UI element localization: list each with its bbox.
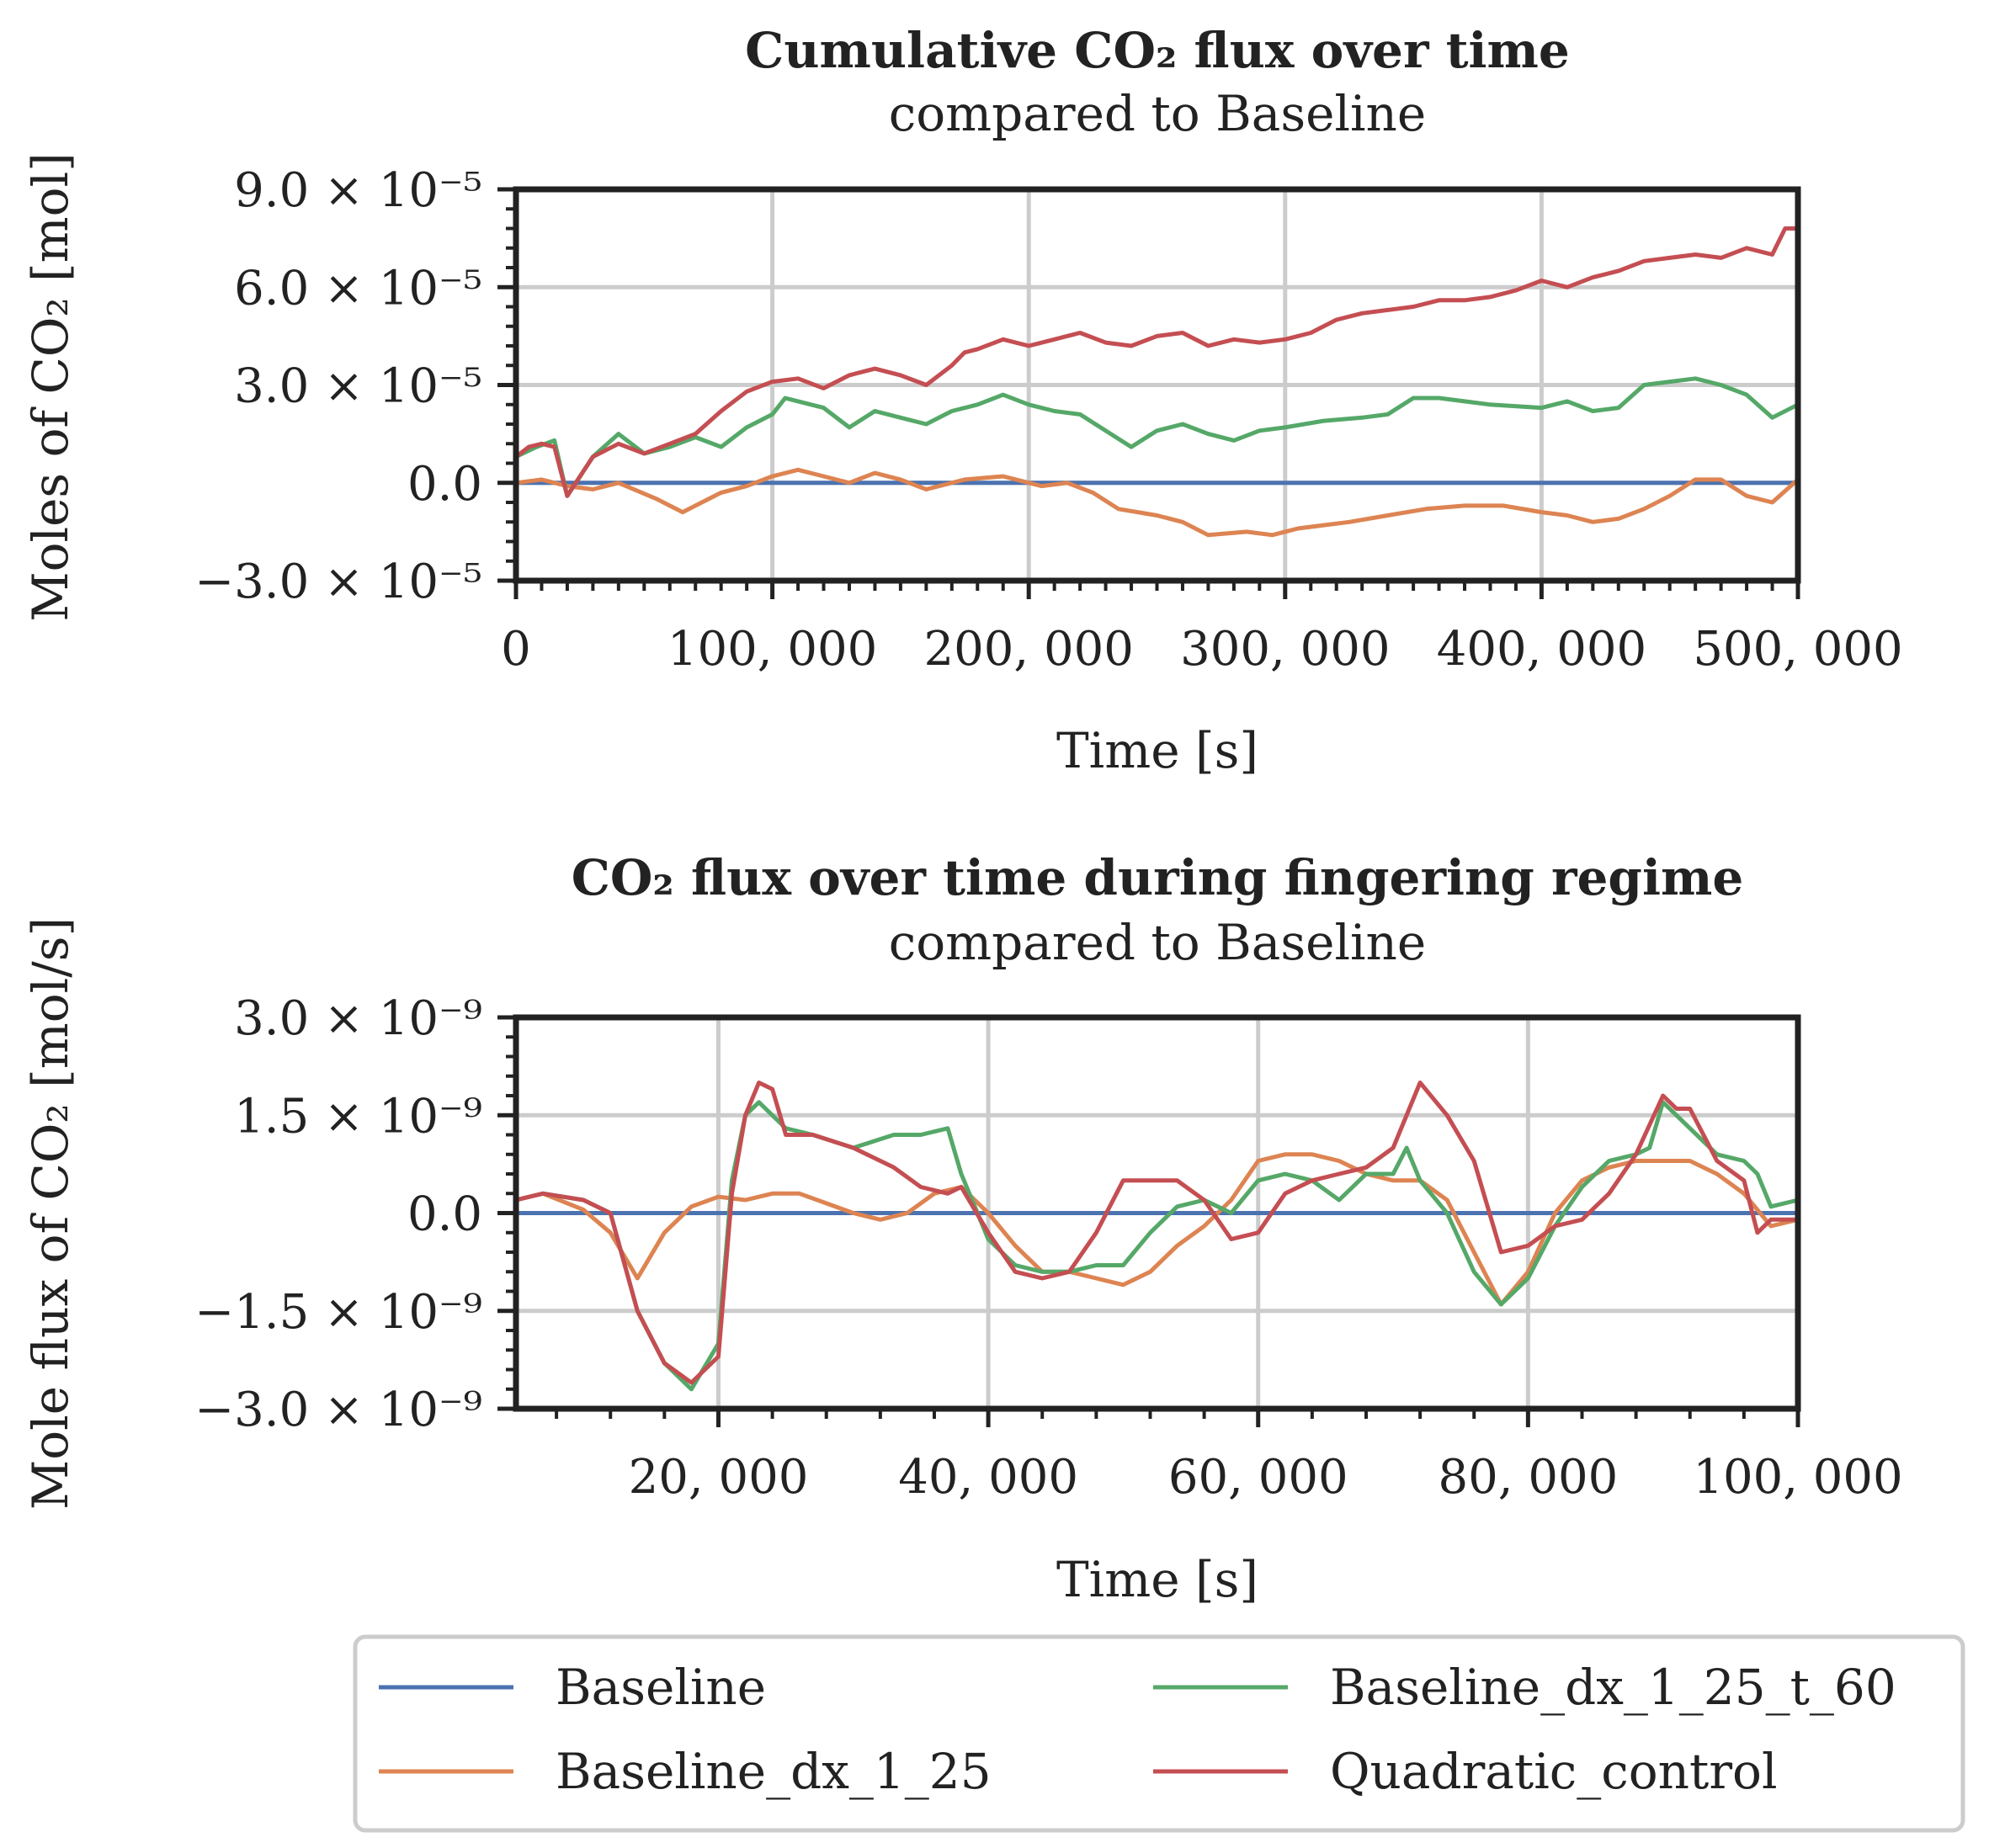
x-tick-label: 200, 000 bbox=[924, 622, 1134, 677]
x-tick-label: 100, 000 bbox=[667, 622, 877, 677]
x-tick-label: 0 bbox=[501, 622, 531, 677]
legend-box bbox=[353, 1634, 1965, 1833]
legend-label-quadratic-control: Quadratic_control bbox=[1330, 1743, 1778, 1800]
chart-subtitle: compared to Baseline bbox=[889, 914, 1426, 971]
y-tick-label: −3.0 × 10⁻⁹ bbox=[194, 1383, 482, 1437]
legend: Baseline Baseline_dx_1_25 Baseline_dx_1_… bbox=[353, 1634, 1965, 1833]
series-line-quadratic-control bbox=[514, 226, 1798, 498]
y-axis-label: Moles of CO₂ [mol] bbox=[22, 152, 79, 622]
x-tick-label: 60, 000 bbox=[1168, 1450, 1348, 1505]
chart-title: CO₂ flux over time during fingering regi… bbox=[572, 849, 1744, 906]
y-tick-label: 6.0 × 10⁻⁵ bbox=[234, 261, 482, 316]
y-tick-label: −1.5 × 10⁻⁹ bbox=[194, 1285, 482, 1340]
legend-label-baseline-dx-1-25: Baseline_dx_1_25 bbox=[556, 1743, 992, 1800]
x-tick-label: 80, 000 bbox=[1438, 1450, 1618, 1505]
cumulative-flux-chart: Cumulative CO₂ flux over time compared t… bbox=[22, 22, 1903, 779]
y-tick-label: 0.0 bbox=[407, 457, 482, 512]
y-tick-label: 1.5 × 10⁻⁹ bbox=[234, 1089, 482, 1144]
y-tick-label: 3.0 × 10⁻⁵ bbox=[234, 359, 482, 414]
x-tick-label: 40, 000 bbox=[898, 1450, 1078, 1505]
x-tick-label: 300, 000 bbox=[1180, 622, 1390, 677]
chart-subtitle: compared to Baseline bbox=[889, 85, 1426, 142]
x-axis-label: Time [s] bbox=[1056, 1551, 1258, 1608]
y-tick-label: 9.0 × 10⁻⁵ bbox=[234, 163, 482, 218]
x-tick-label: 500, 000 bbox=[1693, 622, 1902, 677]
series-line-baseline-dx-1-25 bbox=[515, 467, 1800, 538]
chart-title: Cumulative CO₂ flux over time bbox=[745, 22, 1570, 79]
legend-label-baseline-dx-1-25-t-60: Baseline_dx_1_25_t_60 bbox=[1330, 1659, 1896, 1716]
y-tick-label: 3.0 × 10⁻⁹ bbox=[234, 991, 482, 1046]
x-axis-label: Time [s] bbox=[1056, 722, 1258, 779]
y-tick-label: −3.0 × 10⁻⁵ bbox=[194, 555, 482, 609]
series-line-baseline-dx-1-25-t-60 bbox=[515, 1100, 1799, 1392]
y-tick-label: 0.0 bbox=[407, 1187, 482, 1242]
x-tick-label: 20, 000 bbox=[629, 1450, 809, 1505]
series-line-quadratic-control bbox=[515, 1081, 1798, 1385]
fingering-flux-chart: CO₂ flux over time during fingering regi… bbox=[22, 849, 1903, 1608]
x-tick-label: 400, 000 bbox=[1437, 622, 1646, 677]
series-line-baseline-dx-1-25-t-60 bbox=[514, 376, 1800, 498]
series-line-baseline-dx-1-25 bbox=[515, 1152, 1799, 1307]
legend-label-baseline: Baseline bbox=[556, 1659, 766, 1716]
x-tick-label: 100, 000 bbox=[1693, 1450, 1902, 1505]
y-axis-label: Mole flux of CO₂ [mol/s] bbox=[22, 917, 79, 1510]
